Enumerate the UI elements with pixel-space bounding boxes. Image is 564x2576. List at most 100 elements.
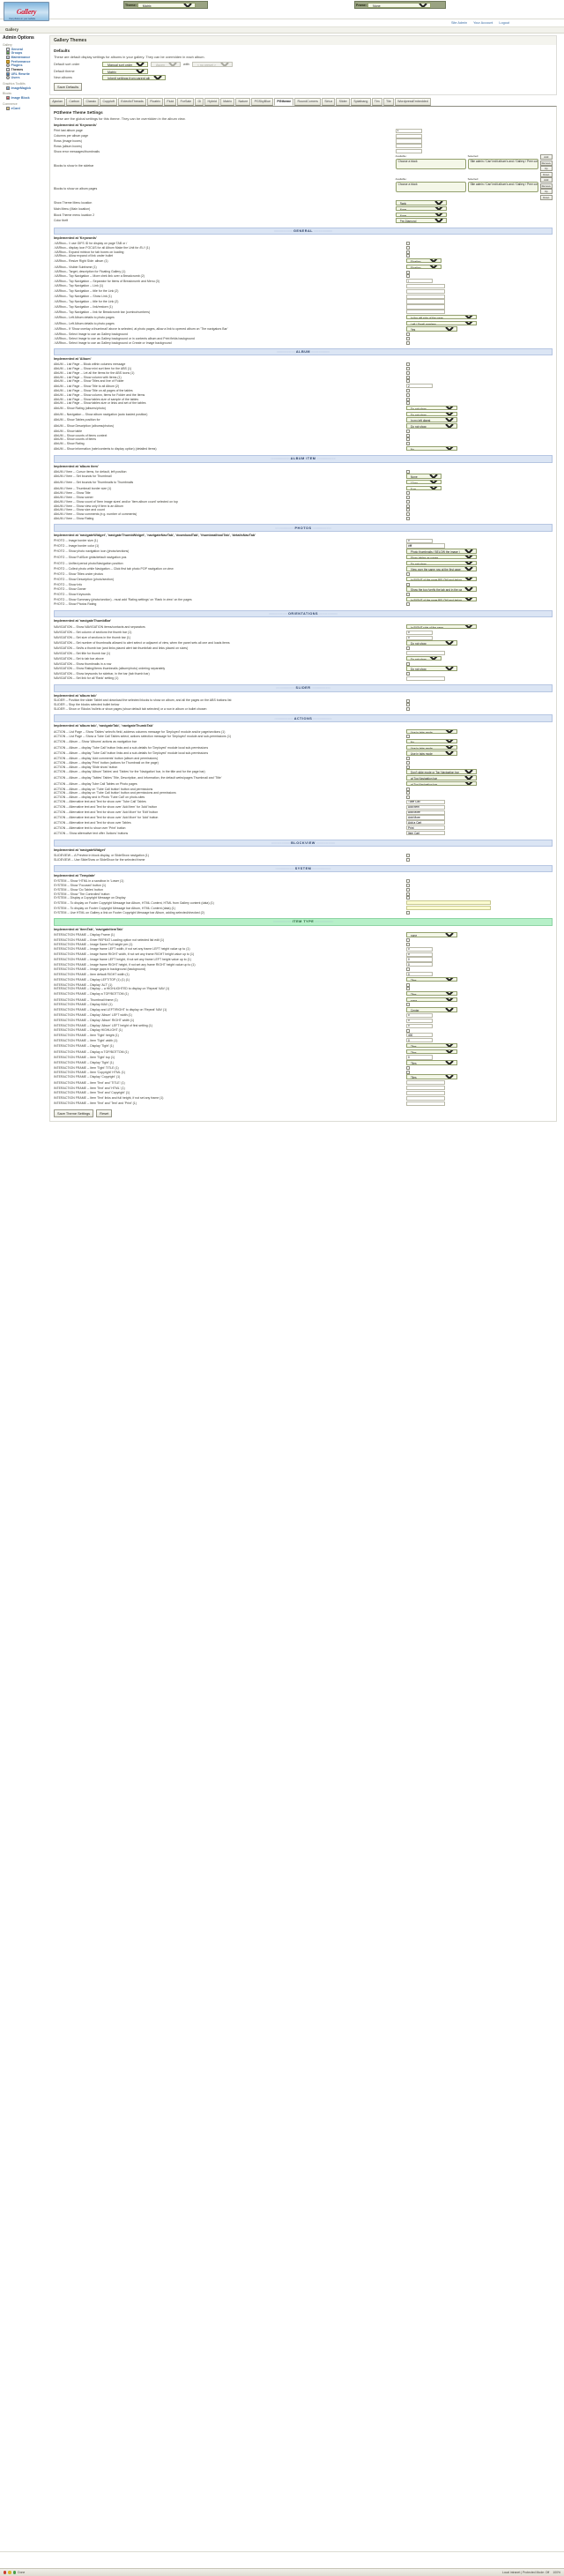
setting-input[interactable] (406, 1012, 433, 1019)
sidebar-item-themes[interactable]: Themes (6, 67, 46, 71)
sidebar-item-general[interactable]: General (6, 47, 46, 51)
checkbox[interactable] (406, 362, 410, 367)
block-add-button[interactable]: Add (539, 177, 553, 183)
checkbox[interactable] (406, 242, 410, 246)
tab-carbon[interactable]: Carbon (66, 98, 83, 106)
checkbox[interactable] (406, 887, 410, 892)
default-theme-select[interactable]: Matrix (102, 68, 148, 74)
setting-input[interactable] (406, 538, 433, 543)
save-theme-settings-button[interactable]: Save Theme Settings (54, 1109, 94, 1118)
setting-input[interactable] (395, 149, 422, 154)
selected-blocks-list[interactable]: Site admin / Can't edit album's and / Ga… (467, 181, 538, 192)
checkbox[interactable] (406, 853, 410, 857)
setting-input[interactable] (406, 1023, 433, 1028)
reset-button[interactable]: Reset (96, 1109, 113, 1118)
checkbox[interactable] (406, 491, 410, 496)
sidebar-item-ecard[interactable]: eCard (6, 106, 46, 110)
setting-select[interactable]: View over the same row at the first page… (406, 566, 477, 571)
theme-select[interactable]: Matrix (137, 2, 196, 8)
tab-splatbang[interactable]: Splatbang (351, 98, 371, 106)
setting-input[interactable] (406, 900, 491, 906)
checkbox[interactable] (406, 375, 410, 379)
setting-select[interactable]: Do not show (406, 406, 457, 411)
checkbox[interactable] (406, 982, 410, 987)
checkbox[interactable] (406, 602, 410, 607)
checkbox[interactable] (406, 340, 410, 345)
setting-input[interactable] (406, 278, 433, 284)
setting-select[interactable]: No (406, 445, 457, 452)
sidebar-item-maintenance[interactable]: Maintenance (6, 55, 46, 59)
setting-select[interactable]: Pre-Diamond (395, 218, 447, 223)
setting-input[interactable] (406, 1080, 445, 1086)
setting-select[interactable]: None (395, 212, 447, 218)
setting-select[interactable]: None (406, 474, 442, 479)
setting-select[interactable]: at Top Navigation bar (406, 780, 477, 787)
setting-input[interactable] (406, 630, 433, 635)
checkbox[interactable] (406, 1028, 410, 1033)
setting-select[interactable]: Tiles (406, 1060, 457, 1065)
tab-cupploft[interactable]: Cupploft (100, 98, 118, 106)
setting-input[interactable] (406, 799, 445, 804)
checkbox[interactable] (406, 795, 410, 800)
setting-input[interactable] (395, 144, 422, 149)
checkbox[interactable] (406, 516, 410, 520)
block-down-button[interactable]: Down (539, 171, 553, 177)
block-remove-button[interactable]: Remove (539, 160, 553, 166)
setting-input[interactable] (406, 946, 433, 952)
status-zoom-level[interactable]: 100% (553, 2571, 560, 2574)
setting-input[interactable] (406, 1038, 433, 1043)
setting-input[interactable] (406, 804, 445, 810)
tab-fluid[interactable]: Fluid (164, 98, 177, 106)
sidebar-item-performance[interactable]: Performance (6, 59, 46, 63)
tab-pgtheme[interactable]: PGtheme (274, 98, 294, 106)
available-blocks-list[interactable]: Choose a block (395, 181, 466, 192)
tab-hybrid[interactable]: Hybrid (204, 98, 220, 106)
checkbox[interactable] (406, 1070, 410, 1074)
checkbox[interactable] (406, 370, 410, 375)
checkbox[interactable] (406, 250, 410, 254)
tab-roundcorners[interactable]: RoundCorners (294, 98, 322, 106)
sidebar-item-url-rewrite[interactable]: URL Rewrite (6, 71, 46, 76)
setting-input[interactable] (406, 676, 445, 681)
setting-input[interactable] (406, 962, 433, 967)
setting-input[interactable] (406, 1033, 433, 1038)
block-up-button[interactable]: Up (539, 189, 553, 195)
checkbox[interactable] (406, 857, 410, 862)
checkbox[interactable] (406, 896, 410, 900)
checkbox[interactable] (406, 672, 410, 676)
sort-direction-select[interactable]: Ascending (151, 62, 181, 67)
checkbox[interactable] (406, 707, 410, 712)
checkbox[interactable] (406, 791, 410, 795)
sidebar-item-users[interactable]: Users (6, 76, 46, 80)
setting-input[interactable] (406, 310, 445, 315)
checkbox[interactable] (406, 274, 410, 279)
setting-select[interactable]: Do not show (406, 411, 457, 417)
checkbox[interactable] (406, 332, 410, 337)
sidebar-item-image-block[interactable]: Image Block (6, 96, 46, 101)
checkbox[interactable] (406, 504, 410, 508)
checkbox[interactable] (406, 245, 410, 250)
block-up-button[interactable]: Up (539, 166, 553, 171)
setting-input[interactable] (406, 831, 445, 836)
checkbox[interactable] (406, 392, 410, 397)
setting-select[interactable]: 5 px (406, 485, 442, 490)
setting-select[interactable]: Left / Small overlaps (406, 320, 477, 326)
setting-input[interactable] (406, 299, 445, 304)
selected-blocks-list[interactable]: Site admin / Can't edit album's and / Ga… (467, 158, 538, 169)
checkbox[interactable] (406, 879, 410, 884)
setting-select[interactable]: Photo thumbnails ( BELOW the image ) (406, 549, 477, 554)
setting-input[interactable] (395, 133, 422, 138)
checkbox[interactable] (406, 765, 410, 769)
setting-select[interactable]: In RIGHT side of the page (406, 624, 477, 630)
checkbox[interactable] (406, 757, 410, 761)
checkbox[interactable] (406, 760, 410, 765)
checkbox[interactable] (406, 496, 410, 500)
setting-select[interactable]: Tiles (406, 1042, 457, 1049)
setting-select[interactable]: Tiles (406, 1074, 457, 1079)
setting-select[interactable]: In the gift side of the page (406, 315, 477, 320)
setting-input[interactable] (406, 294, 445, 299)
tab-siriux[interactable]: Siriux (322, 98, 336, 106)
setting-input[interactable] (395, 128, 422, 133)
checkbox[interactable] (406, 884, 410, 888)
setting-input[interactable] (406, 1086, 445, 1091)
